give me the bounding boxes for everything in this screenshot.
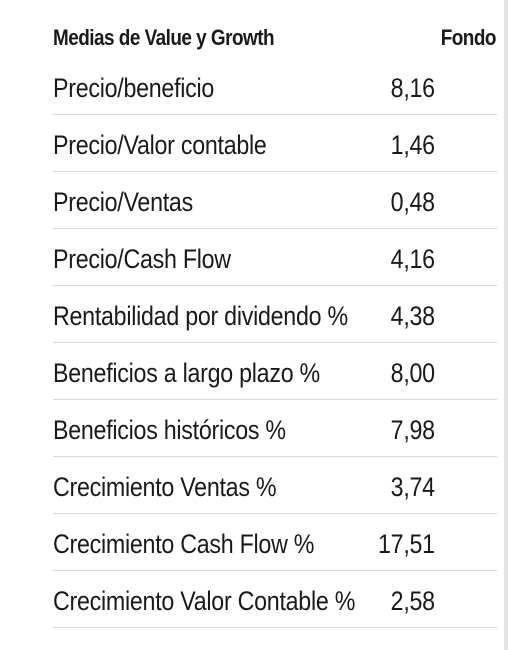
table-row: Rentabilidad por dividendo % 4,38 <box>53 286 497 343</box>
row-label: Precio/Ventas <box>53 186 193 217</box>
row-value: 8,00 <box>390 357 435 388</box>
table-row: Precio/beneficio 8,16 <box>53 58 497 115</box>
row-value: 17,51 <box>378 528 435 559</box>
row-label: Precio/beneficio <box>53 72 215 103</box>
value-growth-table: Medias de Value y Growth Fondo Precio/be… <box>53 18 497 628</box>
table-row: Crecimiento Cash Flow % 17,51 <box>53 514 497 571</box>
table-header: Medias de Value y Growth Fondo <box>53 18 496 58</box>
row-value: 3,74 <box>390 471 435 502</box>
scrollbar-track <box>504 0 508 650</box>
row-value: 0,48 <box>390 186 435 217</box>
row-value: 7,98 <box>390 414 435 445</box>
row-label: Beneficios históricos % <box>53 414 286 445</box>
row-value: 4,16 <box>390 243 435 274</box>
row-value: 2,58 <box>390 585 435 616</box>
header-fund-column: Fondo <box>440 25 497 50</box>
row-label: Crecimiento Ventas % <box>53 471 277 502</box>
row-label: Rentabilidad por dividendo % <box>53 300 348 331</box>
table-row: Precio/Ventas 0,48 <box>53 172 497 229</box>
table-row: Crecimiento Valor Contable % 2,58 <box>53 571 497 628</box>
row-label: Precio/Cash Flow <box>53 243 231 274</box>
row-value: 4,38 <box>390 300 435 331</box>
row-label: Crecimiento Valor Contable % <box>53 585 356 616</box>
row-value: 8,16 <box>390 72 435 103</box>
table-row: Beneficios históricos % 7,98 <box>53 400 497 457</box>
table-row: Crecimiento Ventas % 3,74 <box>53 457 497 514</box>
row-value: 1,46 <box>390 129 435 160</box>
header-label: Medias de Value y Growth <box>53 25 275 50</box>
table-row: Precio/Cash Flow 4,16 <box>53 229 497 286</box>
table-row: Precio/Valor contable 1,46 <box>53 115 497 172</box>
row-label: Crecimiento Cash Flow % <box>53 528 315 559</box>
row-label: Beneficios a largo plazo % <box>53 357 320 388</box>
table-row: Beneficios a largo plazo % 8,00 <box>53 343 497 400</box>
row-label: Precio/Valor contable <box>53 129 267 160</box>
